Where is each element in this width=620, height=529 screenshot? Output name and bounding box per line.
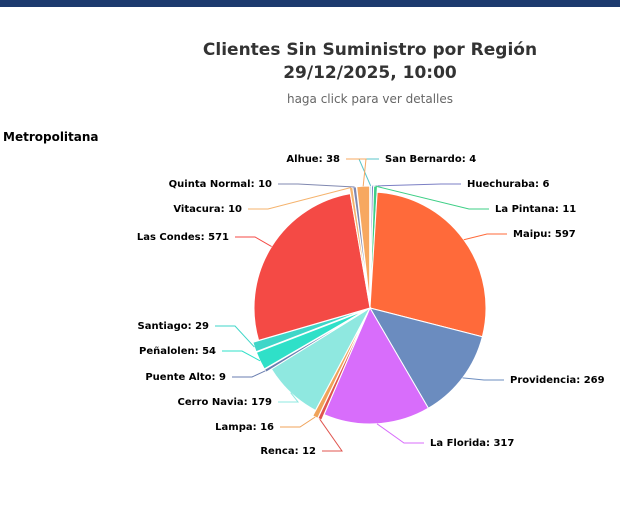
- pie-slice-maipu[interactable]: [369, 191, 487, 338]
- data-label-las-condes: Las Condes: 571: [137, 232, 229, 243]
- connector-la-florida: [376, 423, 424, 444]
- connector-alhue: [346, 158, 367, 187]
- connector-huechuraba: [372, 183, 461, 187]
- chart-datetime: 29/12/2025, 10:00: [283, 63, 457, 83]
- top-bar: [0, 0, 620, 7]
- data-label-vitacura: Vitacura: 10: [173, 204, 242, 215]
- data-label-cerro-navia: Cerro Navia: 179: [177, 397, 272, 408]
- connector-providencia: [462, 377, 504, 381]
- connector-santiago: [215, 325, 255, 348]
- data-label-providencia: Providencia: 269: [510, 375, 605, 386]
- data-label-renca: Renca: 12: [260, 446, 316, 457]
- connector-maipu: [463, 233, 507, 241]
- connector-renca: [319, 418, 343, 452]
- data-label-quinta-normal: Quinta Normal: 10: [169, 179, 272, 190]
- connector-lampa: [280, 416, 316, 428]
- data-label-la-pintana: La Pintana: 11: [495, 204, 576, 215]
- data-label-huechuraba: Huechuraba: 6: [467, 179, 550, 190]
- region-label: Metropolitana: [3, 130, 99, 144]
- chart-title: Clientes Sin Suministro por Región: [202, 40, 538, 60]
- data-label-san-bernardo: San Bernardo: 4: [385, 154, 476, 165]
- connector-vitacura: [248, 187, 352, 210]
- pie-slice-providencia[interactable]: [368, 307, 483, 409]
- data-label-penalolen: Peñalolen: 54: [139, 346, 216, 357]
- connector-puente-alto: [232, 370, 266, 378]
- data-label-alhue: Alhue: 38: [286, 154, 340, 165]
- data-label-puente-alto: Puente Alto: 9: [145, 372, 226, 383]
- chart-subtitle: haga click para ver detalles: [286, 92, 454, 106]
- data-label-maipu: Maipu: 597: [513, 229, 576, 240]
- connector-la-pintana: [375, 185, 489, 210]
- data-label-lampa: Lampa: 16: [215, 422, 274, 433]
- connector-las-condes: [235, 236, 272, 247]
- connector-penalolen: [222, 350, 261, 362]
- connector-quinta-normal: [278, 183, 355, 188]
- pie-slice-la-florida[interactable]: [323, 306, 430, 425]
- pie-slice-puente-alto[interactable]: [263, 310, 366, 373]
- data-label-la-florida: La Florida: 317: [430, 438, 514, 449]
- data-label-santiago: Santiago: 29: [138, 321, 209, 332]
- connector-san-bernardo: [358, 158, 379, 187]
- connector-cerro-navia: [278, 392, 300, 403]
